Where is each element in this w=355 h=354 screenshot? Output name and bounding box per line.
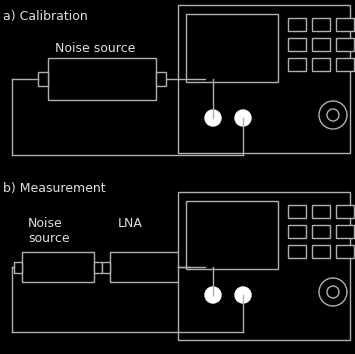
- Bar: [102, 262, 110, 273]
- Bar: [110, 252, 182, 282]
- Bar: [38, 72, 48, 86]
- Circle shape: [319, 101, 347, 129]
- Bar: [336, 18, 354, 31]
- Bar: [312, 225, 330, 238]
- Bar: [186, 14, 278, 82]
- Circle shape: [235, 287, 251, 303]
- Bar: [312, 58, 330, 71]
- Bar: [288, 18, 306, 31]
- Bar: [336, 225, 354, 238]
- Circle shape: [235, 110, 251, 126]
- Bar: [186, 201, 278, 269]
- Bar: [178, 5, 350, 153]
- Bar: [288, 205, 306, 218]
- Circle shape: [327, 286, 339, 298]
- Text: a) Calibration: a) Calibration: [3, 10, 88, 23]
- Bar: [288, 38, 306, 51]
- Bar: [312, 205, 330, 218]
- Bar: [336, 38, 354, 51]
- Bar: [48, 58, 156, 100]
- Bar: [288, 225, 306, 238]
- Bar: [94, 262, 102, 273]
- Bar: [156, 72, 166, 86]
- Bar: [182, 262, 190, 273]
- Bar: [336, 58, 354, 71]
- Bar: [336, 245, 354, 258]
- Bar: [312, 18, 330, 31]
- Bar: [14, 262, 22, 273]
- Bar: [312, 245, 330, 258]
- Bar: [22, 252, 94, 282]
- Circle shape: [205, 287, 221, 303]
- Circle shape: [205, 110, 221, 126]
- Bar: [312, 38, 330, 51]
- Text: LNA: LNA: [118, 217, 143, 230]
- Text: Noise
source: Noise source: [28, 217, 70, 245]
- Bar: [288, 245, 306, 258]
- Bar: [336, 205, 354, 218]
- Text: b) Measurement: b) Measurement: [3, 182, 106, 195]
- Circle shape: [319, 278, 347, 306]
- Circle shape: [327, 109, 339, 121]
- Bar: [288, 58, 306, 71]
- Bar: [178, 192, 350, 340]
- Text: Noise source: Noise source: [55, 42, 135, 55]
